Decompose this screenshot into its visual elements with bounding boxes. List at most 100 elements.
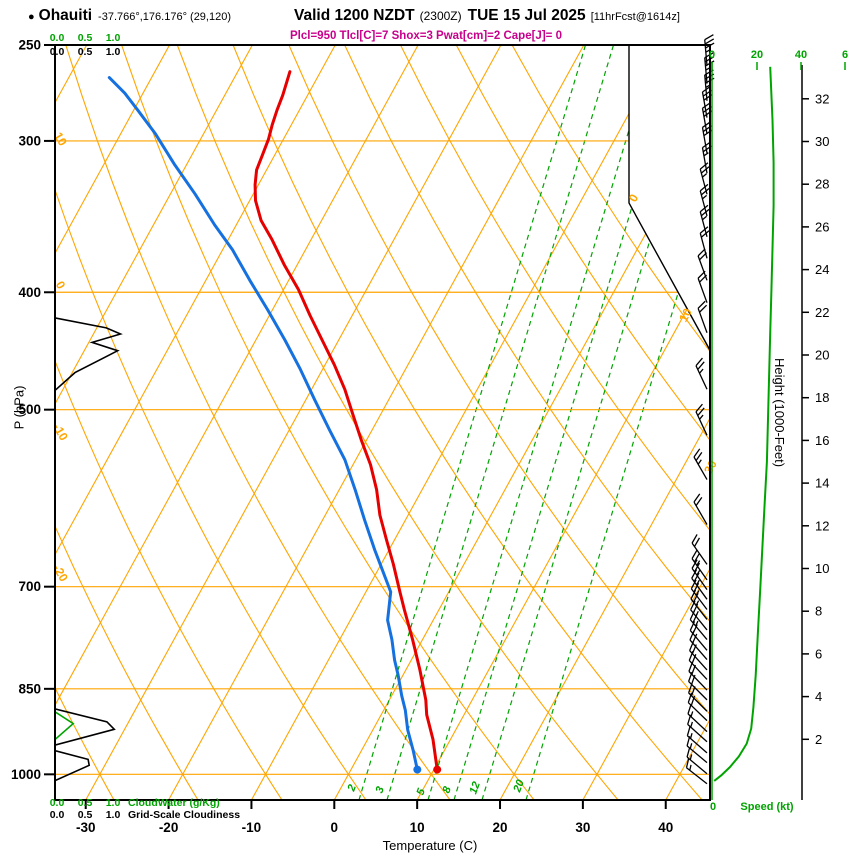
cloudwater-scale-bot-1: 1.0 bbox=[105, 797, 121, 809]
mixing-ratio-line bbox=[427, 45, 656, 800]
isotherm-adiabat-label: -10 bbox=[50, 421, 71, 443]
wind-barb-half-feather bbox=[697, 459, 702, 465]
wind-barb-staff bbox=[687, 702, 708, 722]
title-left: ● Ohauiti -37.766°,176.176° (29,120) bbox=[28, 7, 231, 25]
wind-barb-half-feather bbox=[689, 733, 693, 739]
wind-barb-feather bbox=[693, 537, 701, 547]
wind-barb-staff bbox=[688, 670, 708, 691]
wind-barb-half-feather bbox=[702, 173, 708, 178]
wind-barb-half-feather bbox=[696, 579, 700, 586]
wind-barb-feather bbox=[686, 747, 691, 758]
station-coords: -37.766°,176.176° (29,120) bbox=[98, 11, 231, 23]
wind-barb-half-feather bbox=[695, 600, 700, 606]
wind-barb-staff bbox=[687, 723, 708, 743]
wind-barb bbox=[686, 726, 708, 754]
wind-barb-feather bbox=[699, 274, 708, 283]
isotherm-line bbox=[85, 45, 502, 800]
isotherm-line bbox=[250, 45, 668, 800]
dry-adiabat-line bbox=[65, 45, 451, 800]
mixing-ratio-label: 12 bbox=[467, 780, 482, 796]
wind-barb bbox=[686, 736, 708, 764]
pressure-axis-title: P (hPa) bbox=[11, 385, 27, 430]
speed-tick-label: 40 bbox=[795, 49, 807, 61]
wind-speed-curve bbox=[713, 66, 775, 782]
pressure-tick-label: 400 bbox=[18, 285, 41, 300]
wind-barb-feather bbox=[691, 534, 698, 544]
dewpoint-curve-surface-dot bbox=[413, 765, 422, 774]
height-tick-label: 16 bbox=[815, 433, 829, 448]
wind-barb bbox=[693, 493, 708, 525]
wind-barb-staff bbox=[691, 577, 708, 600]
isotherm-line bbox=[499, 417, 710, 800]
wind-barb-staff bbox=[701, 127, 708, 154]
wind-barb-feather bbox=[690, 674, 696, 685]
wind-barb bbox=[693, 448, 708, 480]
temperature-curve-surface-dot bbox=[433, 765, 442, 774]
wind-barb-staff bbox=[691, 558, 708, 581]
pressure-tick-label: 850 bbox=[18, 681, 41, 696]
wind-barb-half-feather bbox=[702, 194, 708, 200]
wind-barb-feather bbox=[691, 549, 698, 559]
valid-utc: (2300Z) bbox=[419, 9, 462, 23]
wind-barb-staff bbox=[686, 735, 708, 754]
wind-barb-feather bbox=[699, 183, 709, 192]
wind-barb bbox=[687, 692, 708, 722]
pressure-tick-label: 700 bbox=[18, 579, 41, 594]
temperature-tick-label: 20 bbox=[493, 820, 508, 835]
speed-tick-label: 6 bbox=[842, 49, 848, 61]
wind-barb-feather bbox=[693, 448, 701, 458]
grid-scale-cloudiness-profile bbox=[55, 749, 91, 782]
height-tick-label: 8 bbox=[815, 604, 822, 619]
wind-barb-feather bbox=[685, 757, 690, 768]
cloud-profiles bbox=[55, 317, 123, 782]
wind-barb-feather bbox=[693, 553, 701, 563]
temperature-tick-label: -10 bbox=[242, 820, 262, 835]
height-tick-label: 22 bbox=[815, 305, 829, 320]
wind-barb-staff bbox=[697, 278, 708, 303]
wind-barb-staff bbox=[687, 713, 708, 733]
wind-barb-feather bbox=[699, 204, 709, 213]
grid-scale-cloudiness-profile bbox=[55, 317, 123, 391]
wind-barb-feather bbox=[688, 683, 693, 694]
wind-barb-staff bbox=[699, 168, 708, 195]
speed-axis-zero-label: 0 bbox=[709, 801, 717, 813]
background-grid bbox=[55, 45, 710, 800]
wind-barb-half-feather bbox=[699, 368, 704, 374]
height-tick-label: 24 bbox=[815, 262, 829, 277]
wind-barb-feather bbox=[687, 704, 692, 715]
dry-adiabat-line bbox=[344, 45, 710, 623]
height-tick-label: 20 bbox=[815, 348, 829, 363]
cloudiness-scale-title: Grid-Scale Cloudiness bbox=[128, 809, 241, 821]
mixing-ratio-label: 2 bbox=[345, 783, 359, 794]
wind-barb-staff bbox=[693, 456, 708, 480]
cloudwater-profile bbox=[55, 711, 75, 741]
wind-barb bbox=[685, 757, 708, 785]
wind-barb-feather bbox=[689, 610, 696, 620]
wind-barb bbox=[697, 270, 708, 303]
temperature-tick-label: 10 bbox=[410, 820, 425, 835]
wind-barb-half-feather bbox=[696, 570, 701, 576]
wind-barb-feather bbox=[700, 187, 710, 196]
isotherm-line bbox=[168, 45, 585, 800]
wind-barb-feather bbox=[695, 497, 703, 506]
wind-barb-feather bbox=[688, 671, 693, 682]
isotherm-line bbox=[582, 567, 710, 800]
dry-adiabat-line bbox=[55, 524, 199, 800]
wind-barb-staff bbox=[695, 365, 708, 390]
wind-barb-feather bbox=[690, 579, 697, 590]
pressure-tick-label: 1000 bbox=[11, 767, 41, 782]
cloudwater-scale-top-05: 0.5 bbox=[77, 32, 93, 44]
wind-barb-feather bbox=[689, 621, 696, 631]
wind-barb-half-feather bbox=[695, 620, 699, 627]
wind-barb-staff bbox=[701, 91, 708, 118]
wind-barb-feather bbox=[699, 252, 708, 261]
wind-barb-feather bbox=[691, 569, 698, 579]
wind-barb-feather bbox=[697, 248, 706, 257]
dry-adiabat-line bbox=[511, 45, 710, 353]
wind-barb-feather bbox=[689, 641, 695, 651]
height-tick-label: 26 bbox=[815, 219, 829, 234]
wind-barb-feather bbox=[693, 572, 700, 582]
wind-barb-feather bbox=[688, 661, 694, 672]
speed-tick-label: 20 bbox=[751, 49, 763, 61]
cloudiness-scale-bot-05: 0.5 bbox=[77, 809, 93, 821]
